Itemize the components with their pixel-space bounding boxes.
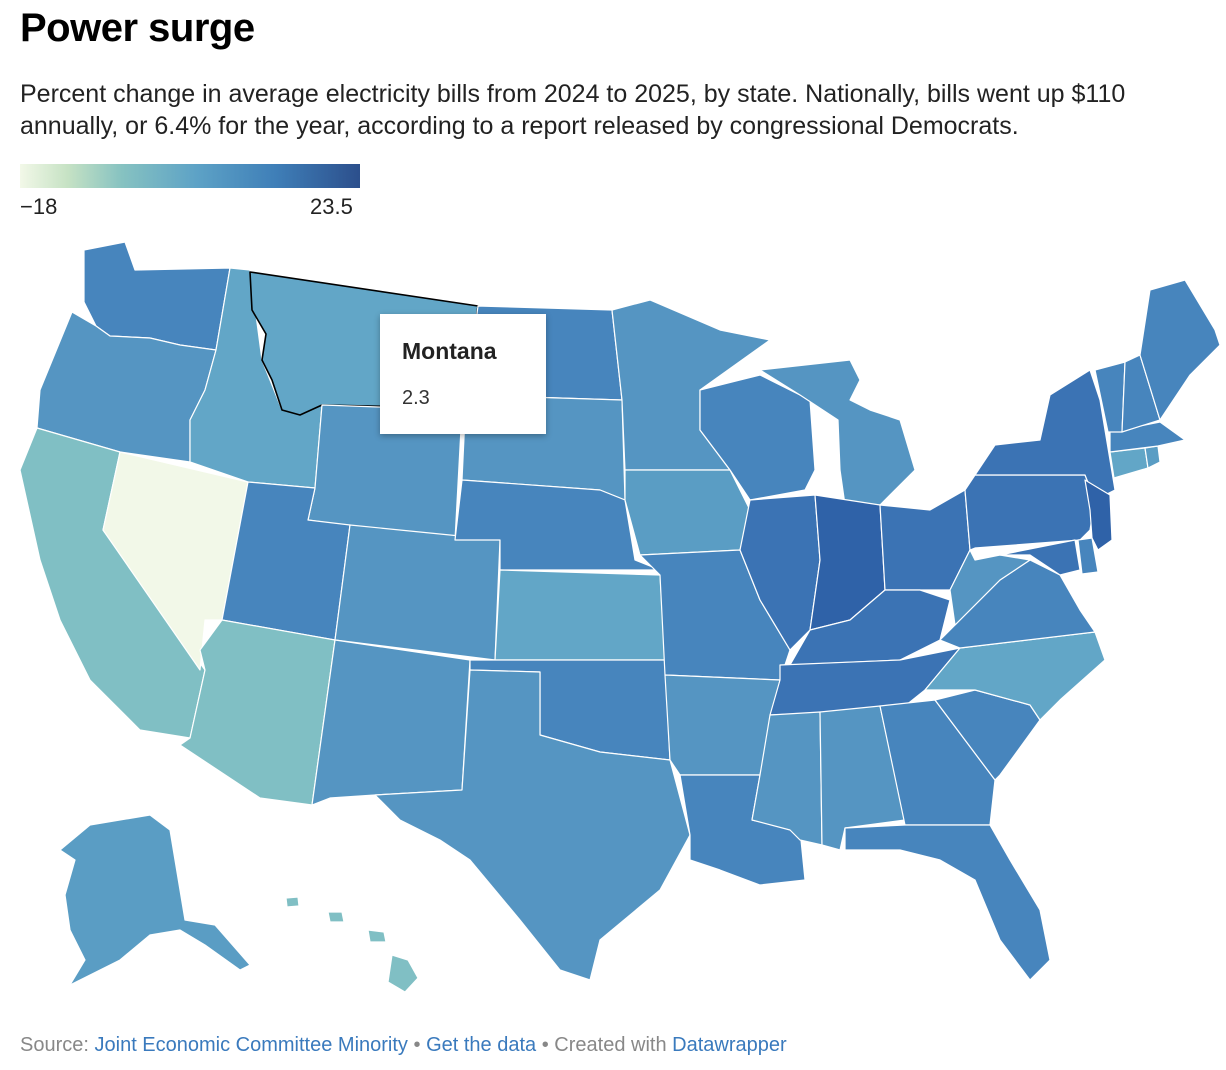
state-michigan[interactable]	[759, 359, 916, 506]
state-alaska[interactable]	[59, 814, 251, 986]
state-hawaii-oahu[interactable]	[327, 911, 345, 923]
state-arizona[interactable]	[179, 619, 336, 806]
chart-title: Power surge	[20, 6, 255, 50]
state-hawaii-big-island[interactable]	[387, 954, 419, 993]
source-link[interactable]: Joint Economic Committee Minority	[94, 1034, 408, 1056]
state-new-jersey[interactable]	[1084, 479, 1113, 551]
legend-min-label: −18	[20, 194, 58, 219]
state-maine[interactable]	[1139, 279, 1221, 421]
state-hawaii-maui[interactable]	[367, 929, 387, 943]
get-data-link[interactable]: Get the data	[426, 1034, 537, 1056]
state-pennsylvania[interactable]	[964, 474, 1096, 551]
state-tennessee[interactable]	[769, 647, 961, 716]
state-rhode-island[interactable]	[1144, 445, 1161, 469]
state-new-mexico[interactable]	[311, 639, 471, 806]
state-west-virginia[interactable]	[949, 549, 1031, 626]
state-tooltip: Montana 2.3	[380, 314, 546, 434]
chart-footer: Source: Joint Economic Committee Minorit…	[20, 1034, 787, 1057]
source-prefix: Source:	[20, 1034, 89, 1056]
tooltip-state-name: Montana	[402, 338, 497, 364]
color-legend-bar	[20, 164, 360, 188]
footer-separator: •	[541, 1034, 549, 1056]
datawrapper-link[interactable]: Datawrapper	[672, 1034, 787, 1056]
state-delaware[interactable]	[1077, 537, 1099, 575]
created-with-prefix: Created with	[554, 1034, 667, 1056]
footer-separator: •	[413, 1034, 421, 1056]
chart-subtitle: Percent change in average electricity bi…	[20, 80, 1126, 140]
state-florida[interactable]	[844, 824, 1051, 981]
state-iowa[interactable]	[624, 469, 751, 556]
state-wisconsin[interactable]	[699, 374, 816, 501]
state-maryland[interactable]	[999, 539, 1081, 576]
state-kansas[interactable]	[494, 569, 666, 661]
state-georgia[interactable]	[879, 699, 996, 826]
us-states-map	[19, 241, 1221, 993]
state-hawaii-kauai[interactable]	[285, 896, 300, 908]
state-colorado[interactable]	[334, 524, 501, 661]
state-connecticut[interactable]	[1109, 447, 1149, 479]
state-ohio[interactable]	[879, 489, 971, 591]
legend-max-label: 23.5	[310, 194, 353, 219]
tooltip-value: 2.3	[402, 387, 430, 409]
state-texas[interactable]	[374, 669, 691, 981]
